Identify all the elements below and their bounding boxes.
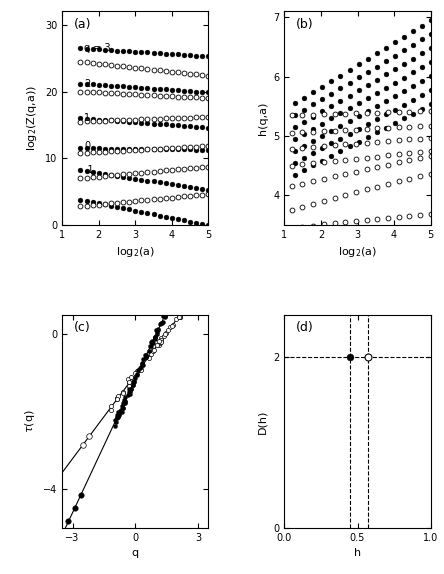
X-axis label: log$_2$(a): log$_2$(a) [338,245,377,259]
Text: (d): (d) [296,321,314,334]
Y-axis label: $\tau$(q): $\tau$(q) [24,410,37,433]
Text: 1: 1 [84,113,90,123]
X-axis label: log$_2$(a): log$_2$(a) [116,245,155,259]
Text: q = 3: q = 3 [84,43,111,53]
Text: (b): (b) [296,18,314,31]
Text: 0: 0 [84,141,90,151]
Text: 2: 2 [84,79,90,88]
Y-axis label: h(q,a): h(q,a) [258,102,268,135]
Y-axis label: log$_2$(Z(q,a)): log$_2$(Z(q,a)) [25,86,40,151]
Text: (a): (a) [74,18,91,31]
Y-axis label: D(h): D(h) [258,409,268,433]
Text: -1: -1 [84,165,94,175]
X-axis label: q: q [132,549,139,559]
Text: (c): (c) [74,321,91,334]
X-axis label: h: h [354,549,361,559]
